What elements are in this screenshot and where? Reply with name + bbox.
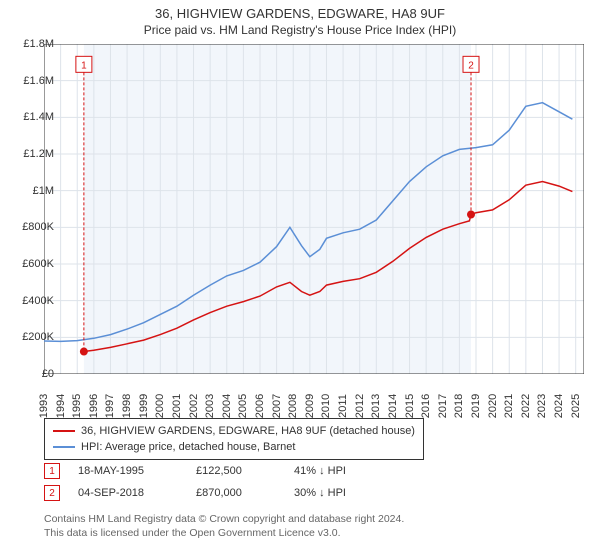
x-tick-label: 2022 [520,394,532,418]
transaction-date: 04-SEP-2018 [78,487,178,499]
x-tick-label: 2020 [487,394,499,418]
x-tick-label: 2023 [536,394,548,418]
footnote-line: This data is licensed under the Open Gov… [44,526,404,540]
y-tick-label: £1M [4,185,54,197]
y-tick-label: £1.4M [4,111,54,123]
legend-item-hpi: HPI: Average price, detached house, Barn… [53,439,415,455]
x-tick-label: 2014 [387,394,399,418]
x-tick-label: 1997 [104,394,116,418]
y-tick-label: £200K [4,331,54,343]
x-tick-label: 1994 [55,394,67,418]
transaction-hpi-rel: 41% ↓ HPI [294,465,374,477]
legend-label-hpi: HPI: Average price, detached house, Barn… [81,439,295,455]
y-tick-label: £0 [4,368,54,380]
transaction-hpi-rel: 30% ↓ HPI [294,487,374,499]
price-chart: 12 [44,44,584,374]
x-tick-label: 2011 [337,394,349,418]
footnote-line: Contains HM Land Registry data © Crown c… [44,512,404,526]
x-tick-label: 2006 [254,394,266,418]
x-tick-label: 2007 [271,394,283,418]
y-tick-label: £1.6M [4,75,54,87]
x-tick-label: 2008 [287,394,299,418]
x-tick-label: 2010 [320,394,332,418]
x-tick-label: 2005 [237,394,249,418]
chart-title: 36, HIGHVIEW GARDENS, EDGWARE, HA8 9UF [0,0,600,21]
x-tick-label: 2017 [437,394,449,418]
transaction-price: £122,500 [196,465,276,477]
legend-swatch-hpi [53,446,75,448]
y-tick-label: £600K [4,258,54,270]
x-tick-label: 2019 [470,394,482,418]
x-tick-label: 1995 [71,394,83,418]
x-tick-label: 2009 [304,394,316,418]
chart-container: 36, HIGHVIEW GARDENS, EDGWARE, HA8 9UF P… [0,0,600,560]
x-tick-label: 2018 [453,394,465,418]
x-tick-label: 2001 [171,394,183,418]
x-tick-label: 1999 [138,394,150,418]
transaction-row: 2 04-SEP-2018 £870,000 30% ↓ HPI [44,482,374,504]
svg-text:2: 2 [468,60,474,71]
transaction-badge-1: 1 [44,463,60,479]
y-tick-label: £1.2M [4,148,54,160]
x-tick-label: 2016 [420,394,432,418]
x-tick-label: 2004 [221,394,233,418]
x-tick-label: 1998 [121,394,133,418]
x-tick-label: 2003 [204,394,216,418]
legend-item-property: 36, HIGHVIEW GARDENS, EDGWARE, HA8 9UF (… [53,423,415,439]
x-tick-label: 2015 [404,394,416,418]
transaction-badge-2: 2 [44,485,60,501]
x-tick-label: 1993 [38,394,50,418]
x-tick-label: 2000 [154,394,166,418]
transactions-table: 1 18-MAY-1995 £122,500 41% ↓ HPI 2 04-SE… [44,460,374,504]
legend: 36, HIGHVIEW GARDENS, EDGWARE, HA8 9UF (… [44,418,424,460]
y-tick-label: £1.8M [4,38,54,50]
x-tick-label: 2002 [188,394,200,418]
x-tick-label: 2024 [553,394,565,418]
footnote: Contains HM Land Registry data © Crown c… [44,512,404,540]
transaction-price: £870,000 [196,487,276,499]
x-tick-label: 2025 [570,394,582,418]
x-tick-label: 2012 [354,394,366,418]
transaction-date: 18-MAY-1995 [78,465,178,477]
x-tick-label: 1996 [88,394,100,418]
svg-text:1: 1 [81,60,87,71]
y-tick-label: £400K [4,295,54,307]
legend-label-property: 36, HIGHVIEW GARDENS, EDGWARE, HA8 9UF (… [81,423,415,439]
transaction-row: 1 18-MAY-1995 £122,500 41% ↓ HPI [44,460,374,482]
chart-subtitle: Price paid vs. HM Land Registry's House … [0,21,600,41]
legend-swatch-property [53,430,75,432]
x-tick-label: 2021 [503,394,515,418]
y-tick-label: £800K [4,221,54,233]
x-tick-label: 2013 [370,394,382,418]
